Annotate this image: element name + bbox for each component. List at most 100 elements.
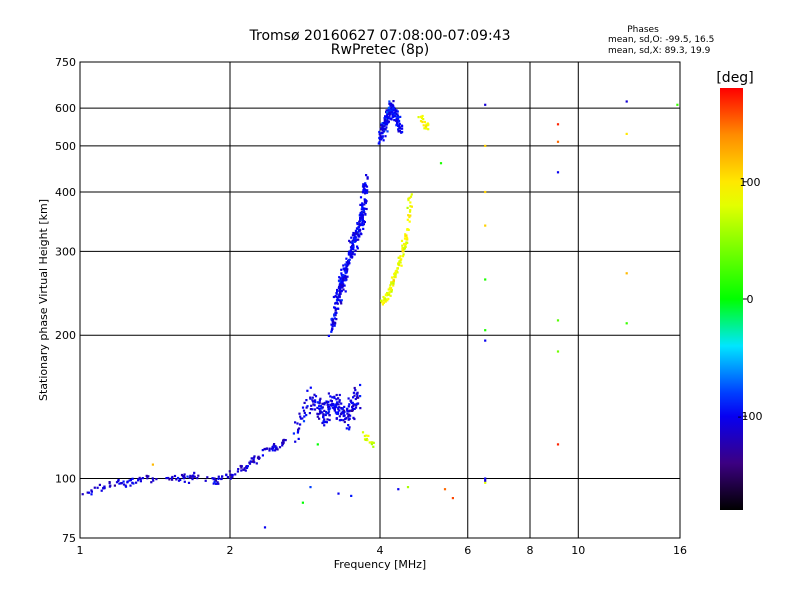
y-tick-label: 100 [55, 473, 76, 486]
data-point [395, 112, 398, 115]
data-point [334, 411, 337, 414]
data-point [171, 478, 174, 481]
data-point [363, 434, 366, 438]
data-point [408, 216, 411, 219]
data-point [338, 409, 341, 412]
data-point [345, 261, 348, 264]
data-point [129, 484, 132, 487]
data-point [392, 104, 395, 107]
data-point [386, 299, 389, 302]
data-point [381, 303, 384, 306]
data-point [407, 199, 410, 202]
data-point [340, 402, 343, 405]
data-point [311, 399, 314, 402]
data-point [338, 400, 341, 403]
data-point [349, 251, 352, 254]
y-tick-label: 300 [55, 245, 76, 258]
data-point [342, 279, 345, 282]
data-point [353, 394, 356, 397]
x-tick-label: 4 [377, 544, 384, 557]
chart-title: Tromsø 20160627 07:08:00-07:09:43 [249, 28, 511, 44]
data-point [345, 257, 348, 260]
data-point [328, 414, 331, 417]
data-point [394, 274, 397, 277]
data-point [353, 386, 356, 390]
data-point [316, 415, 319, 418]
data-point [327, 334, 330, 337]
data-point [226, 476, 229, 479]
data-point [314, 401, 317, 404]
data-point [141, 477, 144, 480]
data-point [317, 413, 320, 416]
data-point [321, 411, 324, 414]
data-point [339, 299, 342, 302]
data-point [329, 395, 332, 398]
data-point [330, 330, 333, 333]
data-point [346, 275, 349, 278]
data-point [212, 482, 215, 485]
data-point [372, 445, 375, 448]
data-point [363, 183, 366, 186]
data-point [409, 201, 412, 204]
data-point [388, 112, 391, 115]
data-point [378, 130, 381, 134]
data-point [362, 220, 365, 223]
phase-stats-title: Phases [627, 25, 659, 35]
data-point [139, 480, 142, 483]
data-point [392, 284, 395, 287]
data-point [183, 480, 186, 483]
data-point [398, 119, 401, 123]
data-point [344, 267, 347, 270]
data-point [392, 280, 395, 284]
data-point [383, 118, 386, 121]
data-point [403, 243, 406, 246]
data-point [325, 412, 328, 415]
data-point [353, 407, 356, 410]
data-point [422, 118, 425, 121]
data-point [129, 478, 132, 482]
data-point [314, 395, 318, 398]
data-point [98, 483, 101, 486]
data-point [346, 412, 349, 415]
data-point [386, 111, 389, 114]
data-point [193, 475, 196, 478]
data-point [384, 128, 387, 131]
data-point [346, 408, 349, 411]
data-point [401, 130, 404, 134]
data-point [180, 473, 184, 477]
data-point [326, 403, 329, 406]
data-point [358, 222, 361, 225]
data-point [311, 408, 314, 411]
data-point [217, 475, 220, 478]
data-point [334, 311, 337, 314]
data-point [355, 227, 359, 230]
data-point [339, 301, 342, 304]
data-point [384, 293, 388, 296]
data-point [349, 255, 352, 258]
data-point [406, 486, 410, 489]
data-point [326, 418, 329, 421]
data-point [364, 199, 367, 202]
data-point [345, 416, 348, 420]
data-point [309, 386, 312, 389]
data-point [303, 411, 306, 415]
data-point [173, 474, 177, 478]
data-point [348, 250, 351, 253]
data-point [484, 329, 487, 332]
data-point [331, 406, 334, 409]
data-point [231, 473, 234, 477]
data-point [484, 144, 487, 147]
data-point [332, 403, 335, 407]
data-point [381, 129, 384, 132]
data-point [306, 389, 309, 392]
data-point [335, 403, 339, 406]
data-point [301, 501, 304, 504]
data-point [556, 123, 560, 126]
data-point [400, 124, 403, 127]
data-point [281, 444, 284, 447]
data-point [556, 350, 560, 353]
data-point [122, 480, 125, 483]
data-point [409, 214, 412, 217]
data-point [410, 193, 413, 196]
data-point [352, 231, 355, 235]
